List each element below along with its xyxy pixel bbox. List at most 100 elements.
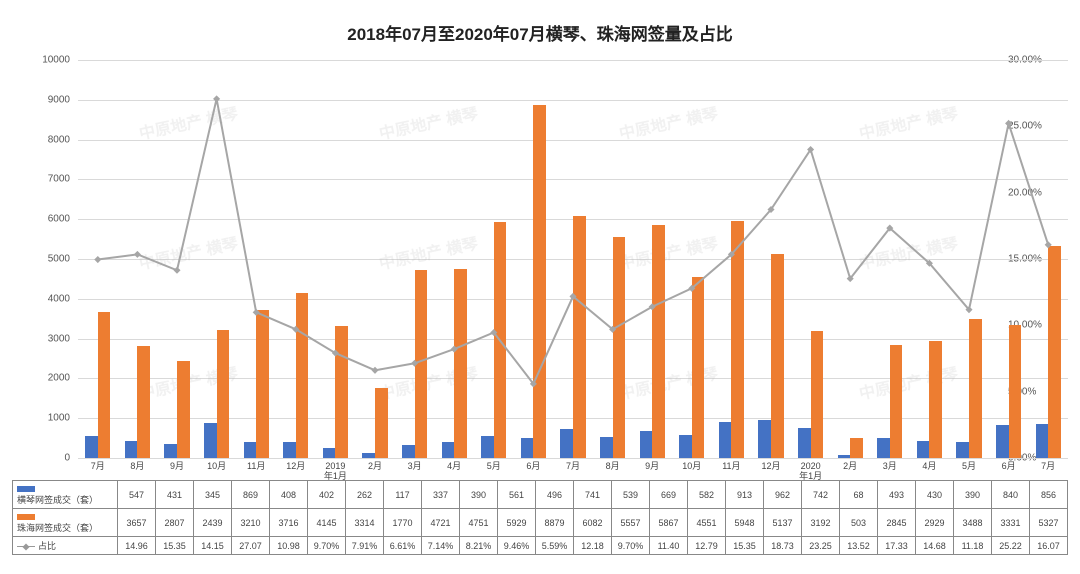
table-cell: 3210: [232, 509, 270, 537]
table-cell: 5327: [1030, 509, 1068, 537]
table-cell: 2929: [916, 509, 954, 537]
table-cell: 4551: [688, 509, 726, 537]
bar-zhuhai: [533, 105, 546, 458]
bar-zhuhai: [177, 361, 190, 458]
bar-zhuhai: [811, 331, 824, 458]
table-cell: 345: [194, 481, 232, 509]
table-cell: 2439: [194, 509, 232, 537]
table-cell: 402: [308, 481, 346, 509]
table-cell: 7.91%: [346, 537, 384, 555]
table-cell: 390: [460, 481, 498, 509]
x-label: 7月: [566, 462, 580, 472]
bar-zhuhai: [929, 341, 942, 458]
table-cell: 5557: [612, 509, 650, 537]
table-cell: 3314: [346, 509, 384, 537]
x-label: 7月: [1041, 462, 1055, 472]
x-label: 6月: [526, 462, 540, 472]
bar-zhuhai: [494, 222, 507, 458]
bar-hengqin: [758, 420, 771, 458]
table-cell: 962: [764, 481, 802, 509]
bar-zhuhai: [573, 216, 586, 458]
table-cell: 5948: [726, 509, 764, 537]
bar-zhuhai: [1009, 325, 1022, 458]
table-cell: 840: [992, 481, 1030, 509]
table-cell: 561: [498, 481, 536, 509]
chart-container: 2018年07月至2020年07月横琴、珠海网签量及占比 01000200030…: [0, 0, 1080, 574]
chart-title: 2018年07月至2020年07月横琴、珠海网签量及占比: [0, 0, 1080, 45]
bar-hengqin: [521, 438, 534, 458]
table-cell: 431: [156, 481, 194, 509]
bar-hengqin: [244, 442, 257, 458]
bar-hengqin: [719, 422, 732, 458]
legend-cell: 珠海网签成交（套）: [13, 509, 118, 537]
bar-hengqin: [679, 435, 692, 458]
plot-area: 中原地产 横琴中原地产 横琴中原地产 横琴中原地产 横琴中原地产 横琴中原地产 …: [78, 60, 1068, 458]
bar-hengqin: [283, 442, 296, 458]
table-cell: 9.46%: [498, 537, 536, 555]
table-cell: 742: [802, 481, 840, 509]
table-cell: 8879: [536, 509, 574, 537]
table-cell: 11.18: [954, 537, 992, 555]
bar-zhuhai: [850, 438, 863, 458]
table-cell: 14.15: [194, 537, 232, 555]
x-label: 8月: [130, 462, 144, 472]
table-cell: 13.52: [840, 537, 878, 555]
y-left-tick: 5000: [48, 254, 70, 265]
legend-cell: 占比: [13, 537, 118, 555]
table-cell: 1770: [384, 509, 422, 537]
y-left-tick: 10000: [42, 55, 70, 66]
x-label: 2月: [843, 462, 857, 472]
x-label: 12月: [286, 462, 305, 472]
y-left-tick: 1000: [48, 413, 70, 424]
table-cell: 18.73: [764, 537, 802, 555]
table-cell: 15.35: [156, 537, 194, 555]
table-cell: 14.96: [118, 537, 156, 555]
bar-zhuhai: [771, 254, 784, 458]
table-cell: 4721: [422, 509, 460, 537]
table-cell: 6082: [574, 509, 612, 537]
x-axis-labels: 7月8月9月10月11月12月2019 年1月2月3月4月5月6月7月8月9月1…: [78, 462, 1068, 478]
bar-hengqin: [442, 442, 455, 458]
legend-cell: 横琴网签成交（套）: [13, 481, 118, 509]
bar-hengqin: [362, 453, 375, 458]
table-cell: 3331: [992, 509, 1030, 537]
table-cell: 5.59%: [536, 537, 574, 555]
x-label: 10月: [682, 462, 701, 472]
bar-zhuhai: [296, 293, 309, 458]
table-cell: 741: [574, 481, 612, 509]
table-cell: 5867: [650, 509, 688, 537]
bar-zhuhai: [969, 319, 982, 458]
bar-hengqin: [560, 429, 573, 458]
table-cell: 9.70%: [612, 537, 650, 555]
table-cell: 3716: [270, 509, 308, 537]
table-cell: 3488: [954, 509, 992, 537]
table-cell: 337: [422, 481, 460, 509]
x-label: 6月: [1002, 462, 1016, 472]
bar-zhuhai: [454, 269, 467, 458]
x-label: 10月: [207, 462, 226, 472]
bar-hengqin: [204, 423, 217, 458]
y-left-tick: 0: [64, 453, 70, 464]
bar-zhuhai: [613, 237, 626, 458]
table-cell: 15.35: [726, 537, 764, 555]
bar-hengqin: [481, 436, 494, 458]
table-cell: 17.33: [878, 537, 916, 555]
table-cell: 12.79: [688, 537, 726, 555]
bar-zhuhai: [890, 345, 903, 458]
bar-hengqin: [996, 425, 1009, 458]
bar-hengqin: [956, 442, 969, 458]
table-cell: 9.70%: [308, 537, 346, 555]
x-label: 3月: [883, 462, 897, 472]
table-cell: 10.98: [270, 537, 308, 555]
x-label: 2019 年1月: [324, 462, 347, 482]
bar-zhuhai: [335, 326, 348, 458]
table-cell: 6.61%: [384, 537, 422, 555]
table-cell: 4145: [308, 509, 346, 537]
x-label: 9月: [170, 462, 184, 472]
table-cell: 16.07: [1030, 537, 1068, 555]
x-label: 5月: [962, 462, 976, 472]
table-cell: 23.25: [802, 537, 840, 555]
table-cell: 390: [954, 481, 992, 509]
table-cell: 496: [536, 481, 574, 509]
x-label: 9月: [645, 462, 659, 472]
